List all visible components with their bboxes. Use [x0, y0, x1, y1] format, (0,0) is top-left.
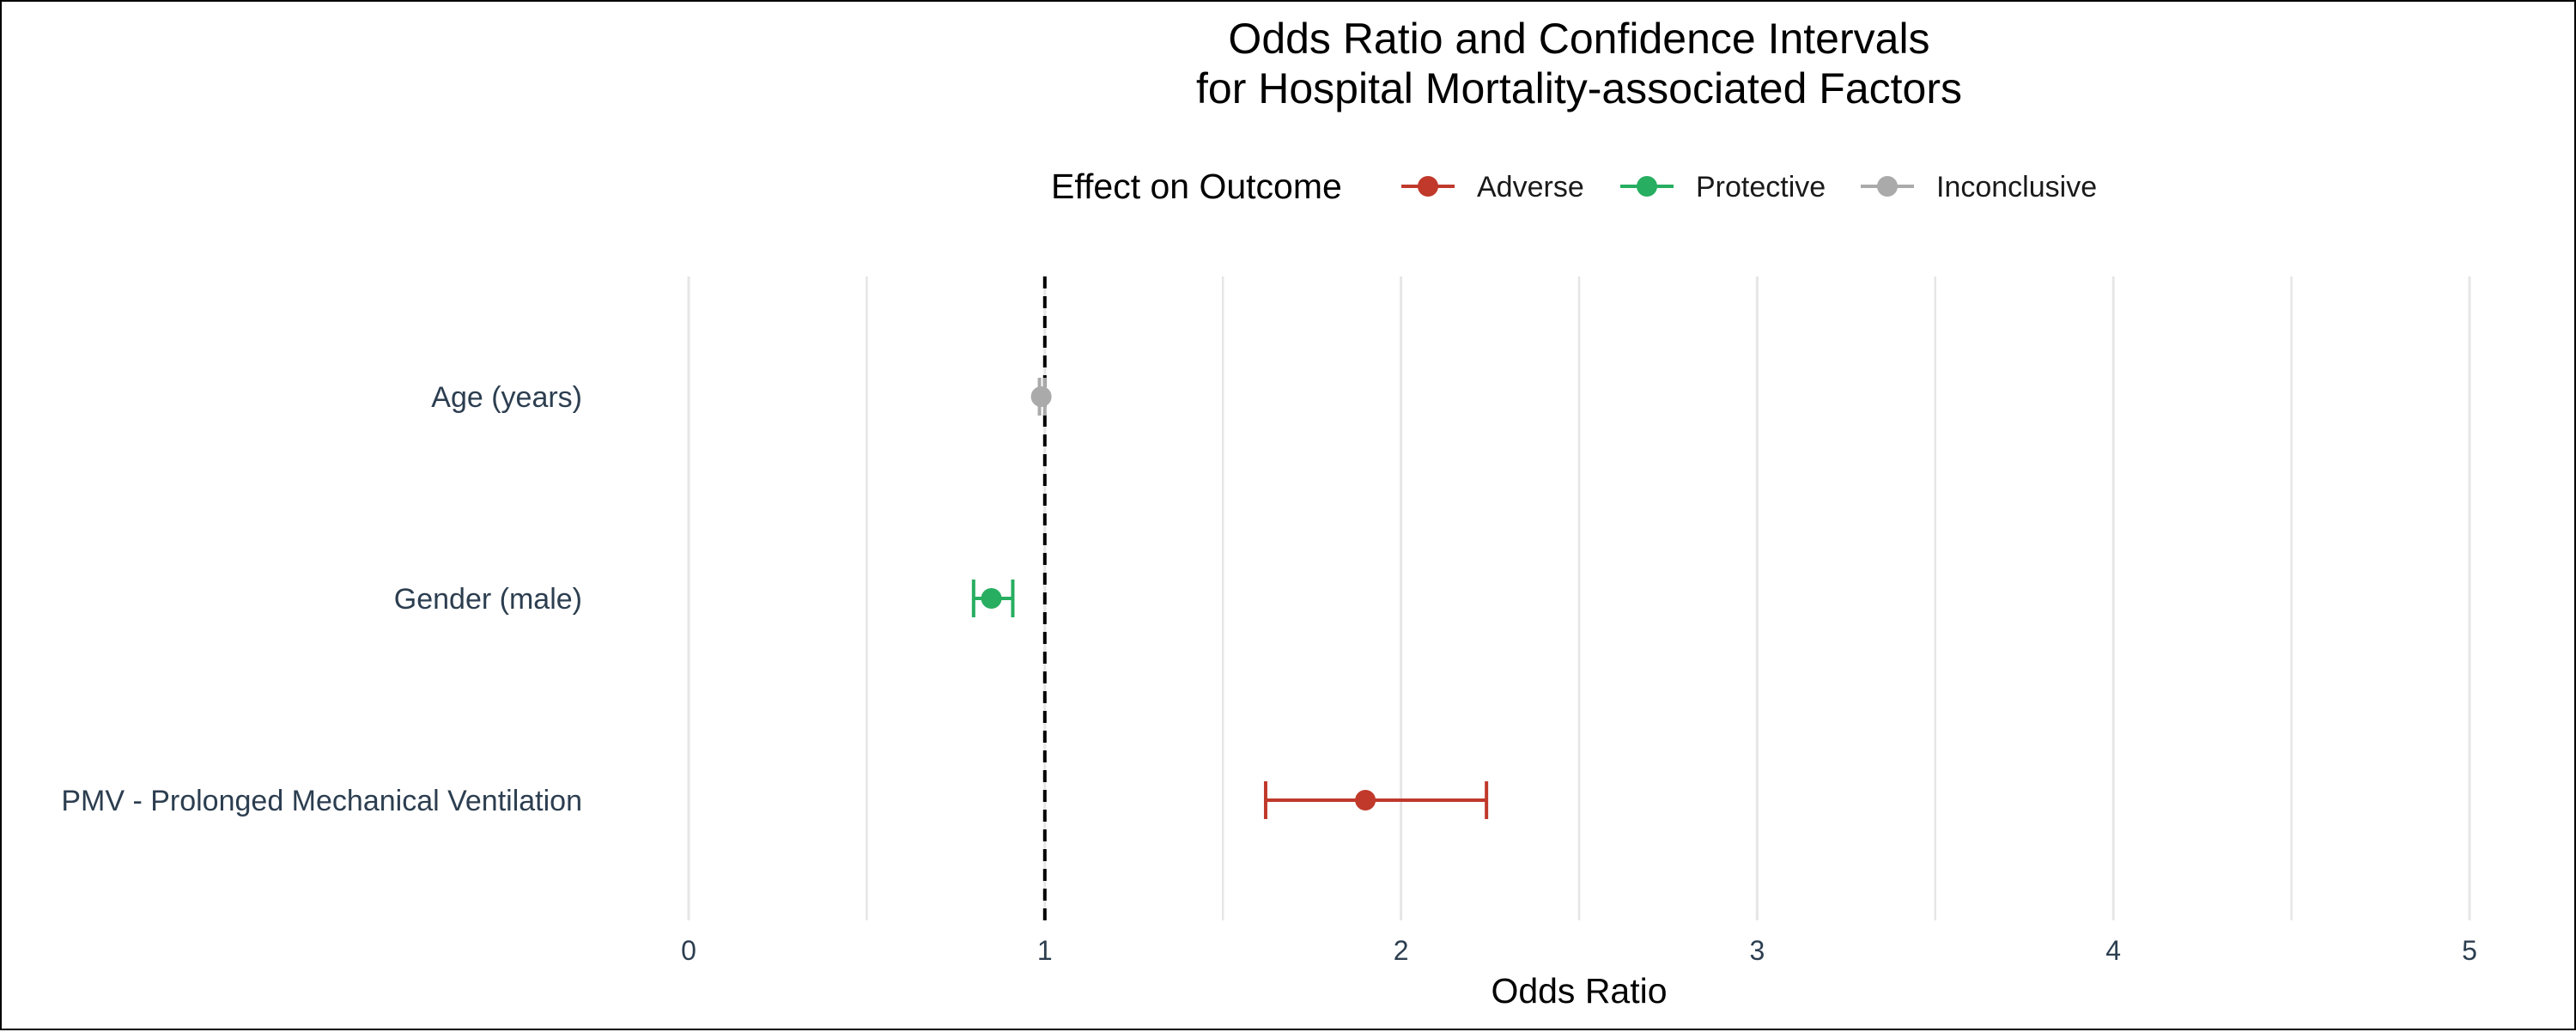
- legend-entry-inconclusive: Inconclusive: [1861, 171, 2097, 203]
- x-tick-label: 2: [1394, 935, 1409, 966]
- x-tick-label: 3: [1750, 935, 1765, 966]
- legend-label: Protective: [1696, 171, 1826, 203]
- factor-0: [1030, 378, 1052, 416]
- legend-key-point: [1418, 176, 1438, 197]
- x-tick-label: 5: [2462, 935, 2477, 966]
- legend-entry-adverse: Adverse: [1401, 171, 1584, 203]
- x-tick-label: 0: [681, 935, 696, 966]
- odds-ratio-point: [981, 588, 1002, 609]
- x-tick-label: 1: [1037, 935, 1053, 966]
- chart-title-line-1: Odds Ratio and Confidence Intervals: [1228, 15, 1929, 63]
- legend-key-point: [1637, 176, 1657, 197]
- legend-key-point: [1877, 176, 1898, 197]
- plot-marks: [971, 378, 1489, 819]
- chart-title: Odds Ratio and Confidence Intervals for …: [1196, 15, 1962, 112]
- gridlines: [687, 276, 2471, 920]
- legend-entry-protective: Protective: [1620, 171, 1826, 203]
- factor-1: [971, 580, 1015, 617]
- x-axis-labels: 0 1 2 3 4 5: [681, 935, 2477, 966]
- legend: Effect on Outcome Adverse Protective Incon…: [1051, 167, 2097, 206]
- y-axis-labels: Age (years) Gender (male) PMV - Prolonged …: [61, 381, 582, 817]
- y-tick-label: Gender (male): [394, 583, 582, 616]
- legend-title: Effect on Outcome: [1051, 167, 1342, 206]
- x-tick-label: 4: [2105, 935, 2121, 966]
- y-tick-label: PMV - Prolonged Mechanical Ventilation: [61, 785, 582, 817]
- odds-ratio-point: [1030, 386, 1052, 407]
- x-axis-title: Odds Ratio: [1491, 971, 1667, 1011]
- chart-title-line-2: for Hospital Mortality-associated Factor…: [1196, 64, 1962, 112]
- legend-label: Inconclusive: [1936, 171, 2097, 203]
- legend-label: Adverse: [1477, 171, 1584, 203]
- odds-ratio-point: [1355, 790, 1376, 810]
- y-tick-label: Age (years): [431, 381, 582, 414]
- factor-2: [1263, 781, 1489, 819]
